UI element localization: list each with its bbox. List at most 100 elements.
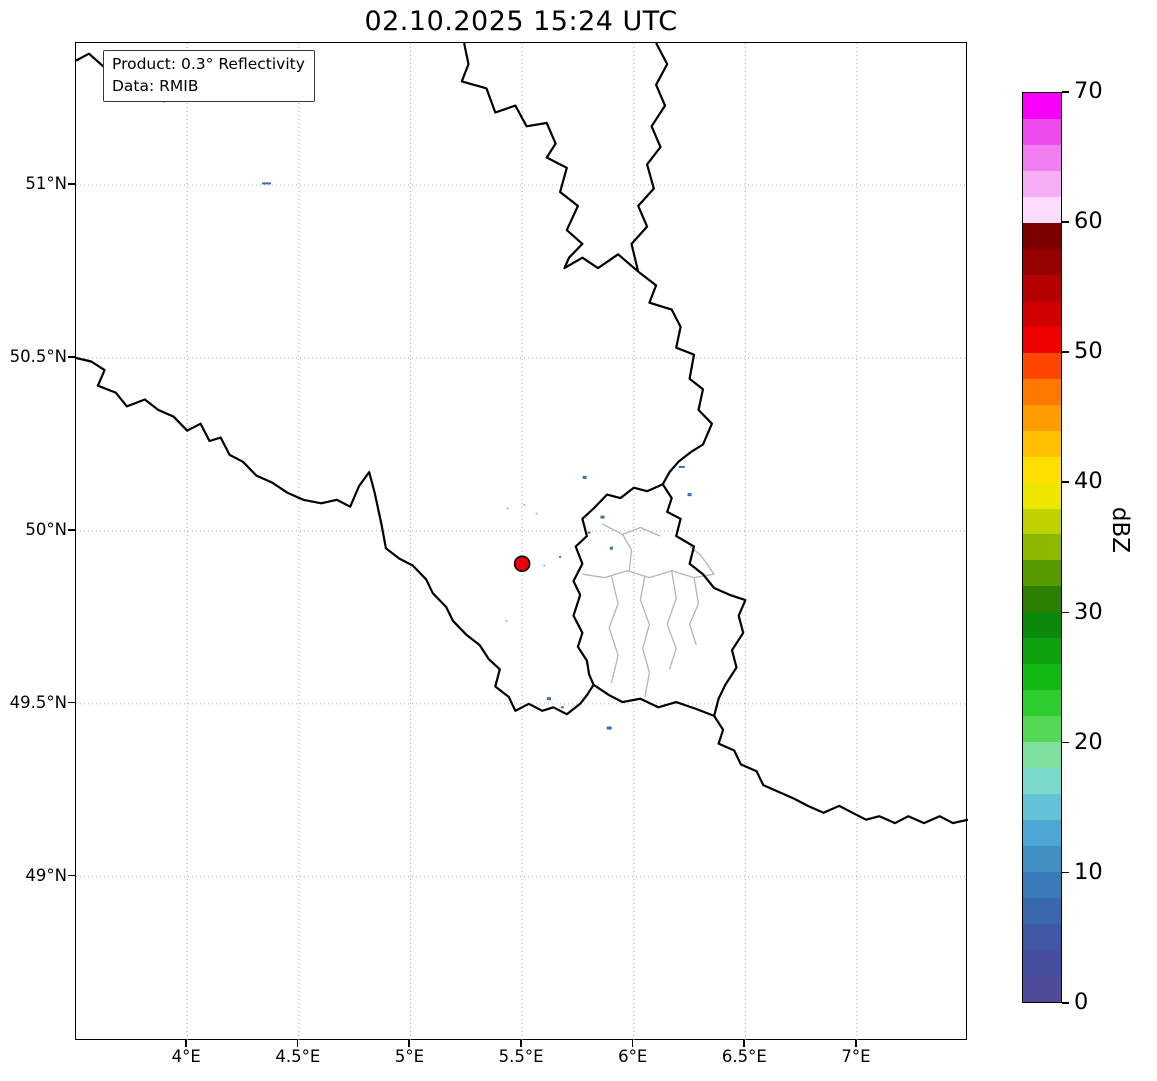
radar-echo [559, 555, 562, 558]
radar-echo [678, 465, 685, 468]
radar-echo [687, 493, 692, 497]
colorbar-tick-mark [1062, 611, 1069, 614]
colorbar-segment [1023, 378, 1061, 405]
y-tick-mark [68, 528, 75, 531]
country-border [661, 483, 747, 717]
country-border [637, 270, 714, 485]
radar-echo [506, 507, 509, 510]
colorbar-segment [1023, 93, 1061, 119]
radar-echo [261, 182, 271, 185]
colorbar-segment [1023, 274, 1061, 301]
radar-echo [523, 503, 526, 506]
colorbar-segment [1023, 560, 1061, 587]
colorbar-tick-label: 40 [1074, 468, 1103, 495]
radar-echo [600, 515, 605, 519]
colorbar-tick-label: 30 [1074, 598, 1103, 625]
x-tick-label: 7°E [841, 1047, 871, 1066]
colorbar-tick-label: 0 [1074, 989, 1089, 1015]
country-border [572, 483, 664, 686]
x-tick-label: 4°E [171, 1047, 201, 1066]
radar-echo [543, 564, 546, 567]
colorbar-segment [1023, 949, 1061, 976]
map-plot: Product: 0.3° Reflectivity Data: RMIB [75, 42, 968, 1041]
x-tick-mark [631, 1040, 634, 1047]
colorbar-segment [1023, 326, 1061, 353]
colorbar-segment [1023, 690, 1061, 717]
colorbar-segment [1023, 196, 1061, 223]
x-tick-mark [855, 1040, 857, 1047]
colorbar-tick-label: 60 [1074, 208, 1103, 235]
colorbar-tick-label: 10 [1074, 858, 1103, 885]
region-border [666, 570, 677, 670]
colorbar [1022, 92, 1062, 1003]
colorbar-tick-label: 70 [1074, 78, 1103, 104]
radar-echo [546, 697, 551, 701]
colorbar-segment [1023, 638, 1061, 665]
colorbar-segment [1023, 430, 1061, 457]
x-tick-label: 6.5°E [721, 1047, 767, 1066]
colorbar-segment [1023, 248, 1061, 275]
x-tick-label: 5°E [394, 1047, 425, 1066]
colorbar-segment [1023, 144, 1061, 171]
y-tick-label: 50.5°N [9, 347, 67, 367]
y-tick-label: 49.5°N [9, 692, 67, 712]
colorbar-segment [1023, 898, 1061, 924]
radar-echo [535, 512, 538, 515]
colorbar-tick-mark [1062, 91, 1069, 93]
x-tick-label: 6°E [618, 1047, 648, 1066]
colorbar-segment [1023, 846, 1061, 873]
radar-echo [606, 726, 612, 730]
radar-echo [587, 531, 591, 534]
colorbar-segment [1023, 170, 1061, 197]
region-border [608, 575, 619, 684]
colorbar-segment [1023, 118, 1061, 145]
colorbar-segment [1023, 716, 1061, 743]
x-tick-label: 4.5°E [275, 1047, 321, 1066]
colorbar-tick-label: 50 [1074, 338, 1103, 365]
colorbar-segment [1023, 508, 1061, 535]
y-tick-mark [68, 183, 75, 185]
info-box: Product: 0.3° Reflectivity Data: RMIB [103, 50, 315, 103]
x-tick-mark [743, 1040, 745, 1047]
x-tick-mark [520, 1040, 522, 1047]
x-tick-mark [296, 1040, 299, 1047]
colorbar-segment [1023, 872, 1061, 899]
colorbar-tick-mark [1062, 871, 1069, 874]
colorbar-segment [1023, 404, 1061, 431]
colorbar-tick-mark [1062, 1002, 1069, 1004]
colorbar-segment [1023, 612, 1061, 639]
colorbar-tick-mark [1062, 741, 1069, 744]
country-border [460, 43, 639, 273]
colorbar-segment [1023, 794, 1061, 821]
colorbar-tick-mark [1062, 351, 1069, 353]
y-tick-label: 50°N [25, 519, 67, 539]
data-source-label: Data: RMIB [112, 76, 199, 95]
x-tick-mark [185, 1040, 187, 1047]
colorbar-segment [1023, 975, 1061, 1002]
y-tick-mark [68, 701, 75, 704]
colorbar-segment [1023, 456, 1061, 483]
colorbar-segment [1023, 534, 1061, 561]
colorbar-segment [1023, 482, 1061, 509]
region-border [688, 577, 700, 646]
colorbar-segment [1023, 924, 1061, 950]
radar-echo [560, 706, 564, 709]
colorbar-segment [1023, 222, 1061, 249]
country-border [592, 683, 715, 717]
product-label: Product: 0.3° Reflectivity [112, 55, 305, 73]
y-tick-mark [68, 874, 75, 877]
colorbar-segment [1023, 768, 1061, 795]
y-tick-label: 51°N [25, 174, 67, 194]
x-tick-mark [408, 1040, 411, 1047]
colorbar-segment [1023, 664, 1061, 691]
map-canvas [76, 43, 968, 1041]
country-border [76, 356, 595, 716]
region-border [602, 523, 661, 537]
x-tick-label: 5.5°E [498, 1047, 544, 1066]
colorbar-tick-mark [1062, 221, 1069, 223]
region-border [582, 570, 715, 579]
region-border [622, 534, 633, 571]
y-tick-mark [68, 356, 75, 358]
radar-echo [505, 619, 508, 622]
